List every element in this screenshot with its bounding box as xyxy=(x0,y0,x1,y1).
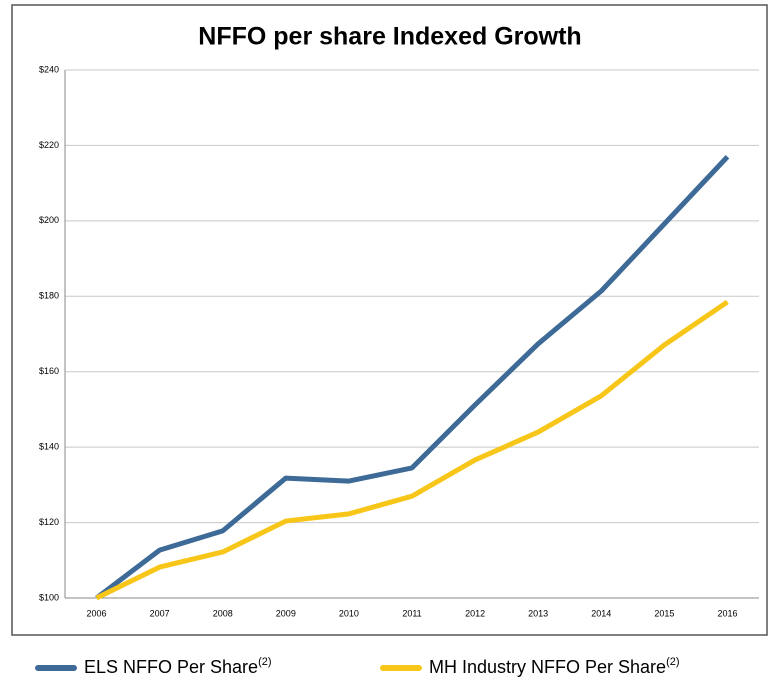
legend-label: MH Industry NFFO Per Share(2) xyxy=(429,656,680,677)
y-tick-label: $220 xyxy=(39,140,59,150)
chart-title: NFFO per share Indexed Growth xyxy=(198,23,581,51)
y-tick-label: $120 xyxy=(39,517,59,527)
x-tick-label: 2010 xyxy=(339,608,359,618)
y-tick-label: $100 xyxy=(39,592,59,602)
series-line xyxy=(95,155,730,600)
x-tick-label: 2009 xyxy=(276,608,296,618)
x-tick-label: 2014 xyxy=(591,608,611,618)
y-tick-label: $180 xyxy=(39,291,59,301)
x-tick-label: 2007 xyxy=(150,608,170,618)
y-tick-label: $160 xyxy=(39,366,59,376)
legend-label: ELS NFFO Per Share(2) xyxy=(84,656,272,677)
legend-superscript: (2) xyxy=(258,656,271,668)
legend-name: ELS NFFO Per Share xyxy=(84,657,258,677)
series-line xyxy=(95,299,729,601)
chart-frame xyxy=(11,4,768,636)
y-tick-label: $200 xyxy=(39,215,59,225)
x-tick-label: 2015 xyxy=(654,608,674,618)
x-tick-label: 2008 xyxy=(213,608,233,618)
x-tick-label: 2013 xyxy=(528,608,548,618)
y-tick-label: $240 xyxy=(39,64,59,74)
legend-name: MH Industry NFFO Per Share xyxy=(429,657,666,677)
legend-superscript: (2) xyxy=(666,656,679,668)
x-tick-label: 2012 xyxy=(465,608,485,618)
x-tick-label: 2016 xyxy=(717,608,737,618)
x-tick-label: 2006 xyxy=(87,608,107,618)
x-tick-label: 2011 xyxy=(402,608,421,618)
y-tick-label: $140 xyxy=(39,442,59,452)
